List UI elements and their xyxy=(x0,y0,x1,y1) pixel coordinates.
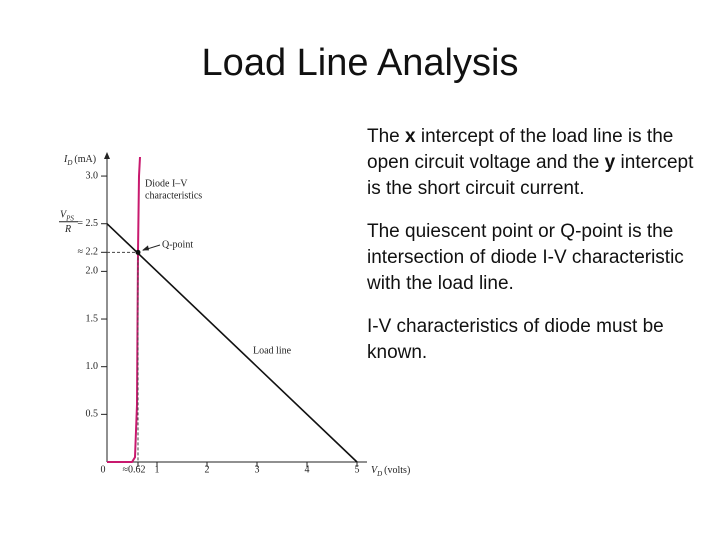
bullet: The x intercept of the load line is the … xyxy=(367,124,697,202)
series-line xyxy=(106,223,358,463)
y-tick-label: 0.5 xyxy=(86,409,99,420)
bullet-text: intercept is the short circuit current. xyxy=(367,152,694,199)
bullet: I-V characteristics of diode must be kno… xyxy=(367,314,697,366)
label-subscript: D xyxy=(66,159,72,167)
y-tick-label: ≈ 2.2 xyxy=(78,247,99,258)
y-intercept-denominator: R xyxy=(64,224,71,235)
q-point xyxy=(135,249,141,255)
x-tick-label: 3 xyxy=(255,464,260,475)
y-tick-label: 2.0 xyxy=(86,266,99,277)
y-tick-label: 1.0 xyxy=(86,361,99,372)
diode-label: characteristics xyxy=(145,190,202,201)
y-tick-label: 1.5 xyxy=(86,313,99,324)
label-subscript: D xyxy=(376,470,382,478)
q-arrowhead xyxy=(142,245,149,251)
y-tick-label: = 2.5 xyxy=(77,218,98,229)
label-unit: (volts) xyxy=(384,465,410,476)
y-axis-label: ID (mA) xyxy=(63,154,96,166)
bullet-text: intercept of the load line is the open c… xyxy=(367,126,674,173)
q-point-label: Q-point xyxy=(162,239,193,250)
bullet-text: y xyxy=(604,152,616,173)
y-intercept-numerator: VPS xyxy=(60,210,74,222)
label-unit: (mA) xyxy=(74,154,96,165)
bullet: The quiescent point or Q-point is the in… xyxy=(367,219,697,297)
x-tick-label: 5 xyxy=(355,464,360,475)
load-line-label: Load line xyxy=(253,345,292,356)
x-tick-label: 1 xyxy=(155,464,160,475)
label-symbol: V xyxy=(60,210,68,221)
diode-label: Diode I–V xyxy=(145,178,188,189)
bullet-text: The quiescent point or Q-point is the in… xyxy=(367,221,684,294)
label-symbol: V xyxy=(371,465,379,476)
x-axis-label: VD (volts) xyxy=(371,465,410,477)
x-tick-label: ≈0.62 xyxy=(123,464,146,475)
y-axis-arrow xyxy=(104,152,110,159)
label-symbol: I xyxy=(63,154,68,165)
bullet-text: The xyxy=(367,126,406,147)
slide-title: Load Line Analysis xyxy=(201,42,519,84)
bullet-text: I-V characteristics of diode must be kno… xyxy=(367,316,664,363)
y-tick-label: 3.0 xyxy=(86,170,99,181)
bullet-text: x xyxy=(405,126,416,147)
label-subscript: PS xyxy=(65,214,74,222)
x-tick-label: 2 xyxy=(205,464,210,475)
bullet-list: The x intercept of the load line is the … xyxy=(367,124,697,383)
series-line xyxy=(107,156,141,463)
x-tick-label: 4 xyxy=(305,464,310,475)
x-tick-label: 0 xyxy=(101,464,106,475)
